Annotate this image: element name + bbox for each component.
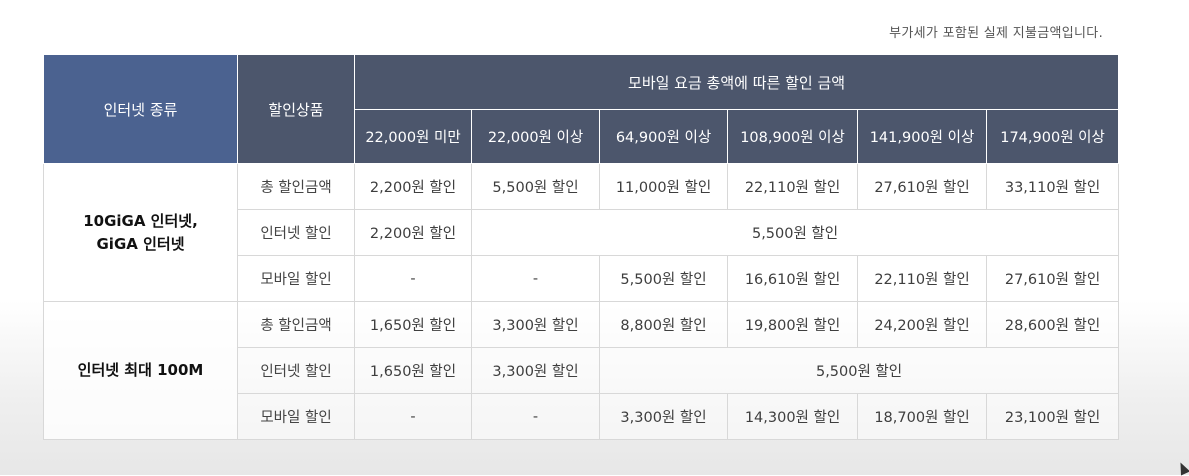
tier-header: 64,900원 이상 — [599, 109, 728, 164]
discount-cell: - — [471, 255, 600, 302]
discount-cell: - — [471, 393, 600, 440]
discount-cell: 1,650원 할인 — [354, 301, 472, 348]
discount-cell: 14,300원 할인 — [727, 393, 858, 440]
internet-type-line: GiGA 인터넷 — [96, 234, 185, 253]
discount-cell: 23,100원 할인 — [985, 393, 1120, 440]
discount-cell: - — [354, 393, 472, 440]
discount-kind-cell: 모바일 할인 — [237, 255, 355, 302]
discount-cell: 2,200원 할인 — [354, 209, 472, 256]
discount-cell: 3,300원 할인 — [471, 347, 600, 394]
tier-header: 141,900원 이상 — [857, 109, 987, 164]
discount-kind-cell: 인터넷 할인 — [237, 209, 355, 256]
discount-cell: 18,700원 할인 — [857, 393, 987, 440]
discount-cell: 27,610원 할인 — [857, 163, 987, 210]
tier-header: 22,000원 이상 — [471, 109, 600, 164]
merged-discount-cell: 5,500원 할인 — [470, 209, 1120, 256]
internet-type-header: 인터넷 종류 — [43, 54, 238, 164]
tier-header: 108,900원 이상 — [727, 109, 858, 164]
discount-kind-cell: 총 할인금액 — [237, 301, 355, 348]
table-row: 모바일 할인 - - 3,300원 할인 14,300원 할인 18,700원 … — [44, 393, 1120, 440]
discount-cell: 1,650원 할인 — [354, 347, 472, 394]
discount-cell: 22,110원 할인 — [727, 163, 858, 210]
discount-cell: - — [354, 255, 472, 302]
discount-cell: 19,800원 할인 — [727, 301, 858, 348]
discount-cell: 5,500원 할인 — [471, 163, 600, 210]
mobile-total-header: 모바일 요금 총액에 따른 할인 금액 — [353, 54, 1120, 110]
table-row: 10GiGA 인터넷, GiGA 인터넷 총 할인금액 2,200원 할인 5,… — [43, 163, 1120, 302]
discount-kind-cell: 총 할인금액 — [237, 163, 355, 210]
discount-cell: 3,300원 할인 — [471, 301, 600, 348]
internet-type-cell: 인터넷 최대 100M — [43, 301, 238, 440]
discount-cell: 27,610원 할인 — [985, 255, 1120, 302]
discount-cell: 22,110원 할인 — [857, 255, 987, 302]
mouse-cursor-icon — [1175, 460, 1189, 476]
tier-header: 174,900원 이상 — [985, 109, 1120, 164]
merged-discount-cell: 5,500원 할인 — [598, 347, 1120, 394]
vat-note: 부가세가 포함된 실제 지불금액입니다. — [889, 26, 1103, 41]
internet-type-line: 10GiGA 인터넷, — [83, 211, 198, 230]
discount-cell: 28,600원 할인 — [985, 301, 1120, 348]
discount-cell: 33,110원 할인 — [985, 163, 1120, 210]
discount-cell: 5,500원 할인 — [599, 255, 728, 302]
table-row: 인터넷 할인 1,650원 할인 3,300원 할인 5,500원 할인 — [44, 347, 1120, 394]
table-row: 인터넷 최대 100M 총 할인금액 1,650원 할인 3,300원 할인 8… — [43, 301, 1120, 440]
tier-header: 22,000원 미만 — [354, 109, 472, 164]
discount-cell: 3,300원 할인 — [599, 393, 728, 440]
discount-cell: 8,800원 할인 — [599, 301, 728, 348]
discount-table: 인터넷 종류 할인상품 모바일 요금 총액에 따른 할인 금액 22,000원 … — [43, 54, 1120, 440]
discount-kind-cell: 인터넷 할인 — [237, 347, 355, 394]
discount-cell: 11,000원 할인 — [599, 163, 728, 210]
discount-product-header: 할인상품 — [237, 54, 355, 164]
internet-type-cell: 10GiGA 인터넷, GiGA 인터넷 — [43, 163, 238, 302]
discount-cell: 2,200원 할인 — [354, 163, 472, 210]
discount-cell: 16,610원 할인 — [727, 255, 858, 302]
discount-cell: 24,200원 할인 — [857, 301, 987, 348]
table-row: 모바일 할인 - - 5,500원 할인 16,610원 할인 22,110원 … — [44, 255, 1120, 302]
discount-kind-cell: 모바일 할인 — [237, 393, 355, 440]
table-row: 인터넷 할인 2,200원 할인 5,500원 할인 — [44, 209, 1120, 256]
